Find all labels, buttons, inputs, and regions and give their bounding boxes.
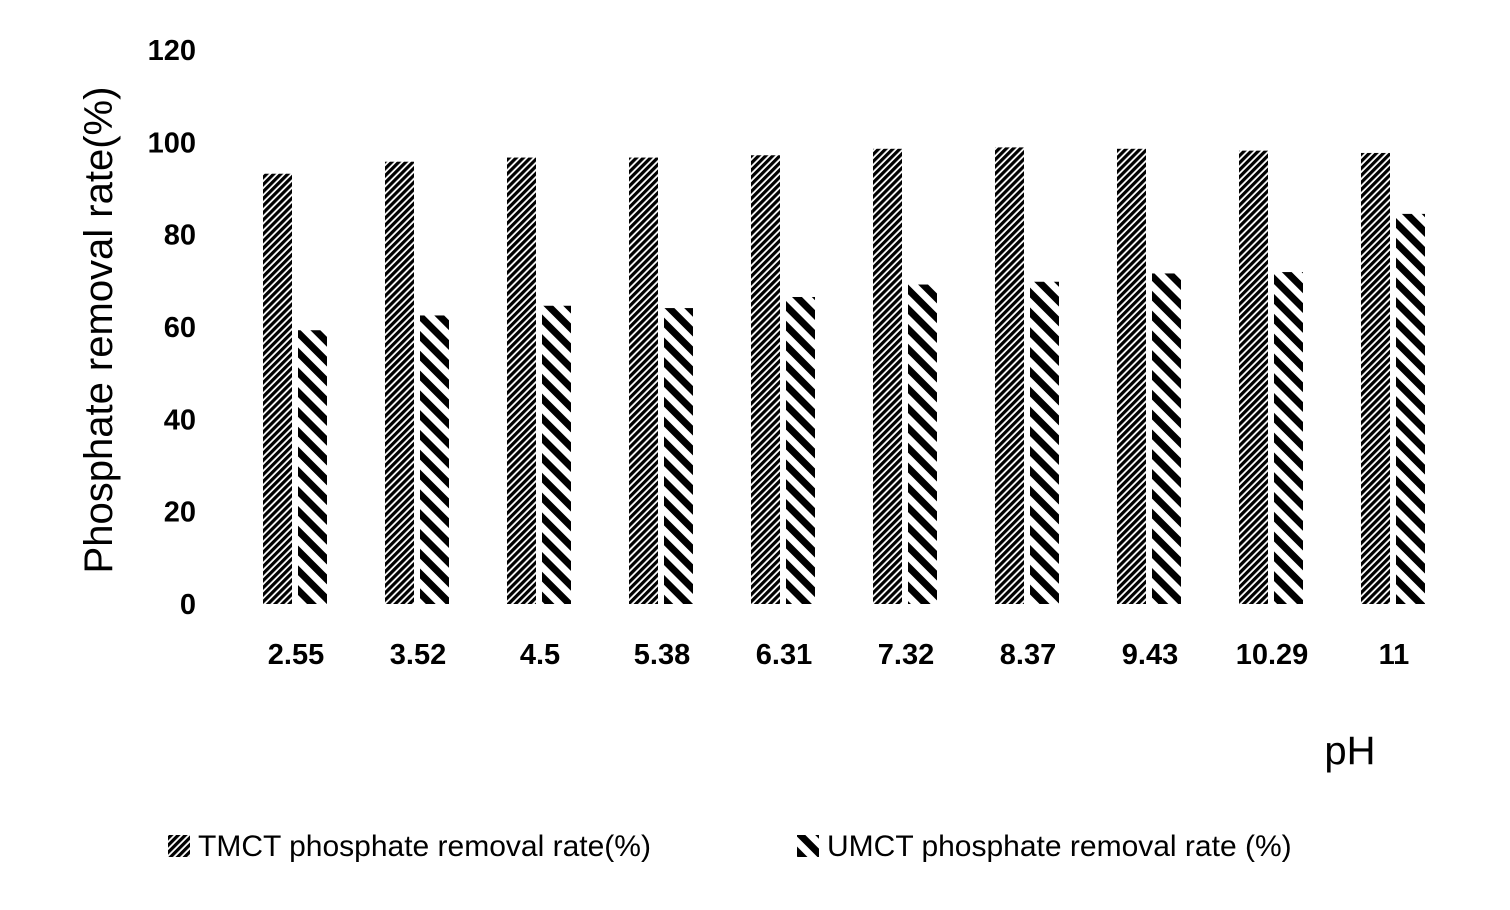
legend: TMCT phosphate removal rate(%) UMCT phos… — [168, 830, 1292, 863]
legend-label-tmct: TMCT phosphate removal rate(%) — [198, 830, 651, 863]
legend-label-umct: UMCT phosphate removal rate (%) — [827, 830, 1292, 863]
bar-umct — [420, 315, 449, 604]
y-tick-label: 0 — [180, 589, 196, 621]
x-tick-label: 9.43 — [1122, 639, 1178, 671]
bar-umct — [542, 305, 571, 604]
bar-tmct — [629, 157, 658, 604]
bar-umct — [786, 296, 815, 604]
x-tick-label: 7.32 — [878, 639, 934, 671]
x-tick-label: 5.38 — [634, 639, 690, 671]
bar-tmct — [873, 148, 902, 604]
x-tick-label: 11 — [1379, 639, 1410, 671]
bar-umct — [1274, 272, 1303, 604]
bar-tmct — [1239, 150, 1268, 605]
bar-tmct — [507, 157, 536, 604]
x-tick-label: 8.37 — [1000, 639, 1056, 671]
bar-tmct — [1117, 148, 1146, 604]
y-tick-label: 40 — [164, 404, 196, 436]
x-tick-label: 6.31 — [756, 639, 812, 671]
bar-umct — [1152, 273, 1181, 604]
bar-umct — [908, 284, 937, 604]
x-axis-label: pH — [1324, 729, 1375, 773]
x-tick-label: 4.5 — [520, 639, 560, 671]
bars — [263, 147, 1425, 605]
bar-umct — [1396, 213, 1425, 604]
x-tick-label: 10.29 — [1236, 639, 1309, 671]
x-axis-ticks: 2.55 3.52 4.5 5.38 6.31 7.32 8.37 9.43 10.29 11 — [268, 639, 1410, 671]
y-axis-ticks: 0 20 40 60 80 100 120 — [148, 35, 196, 621]
x-tick-label: 2.55 — [268, 639, 324, 671]
y-tick-label: 80 — [164, 220, 196, 252]
x-tick-label: 3.52 — [390, 639, 446, 671]
legend-swatch-umct — [797, 835, 819, 857]
y-tick-label: 60 — [164, 312, 196, 344]
bar-tmct — [385, 161, 414, 604]
bar-umct — [1030, 281, 1059, 604]
y-tick-label: 100 — [148, 127, 196, 159]
legend-swatch-tmct — [168, 835, 190, 857]
bar-tmct — [1361, 152, 1390, 604]
y-axis-label: Phosphate removal rate(%) — [77, 87, 121, 574]
bar-tmct — [995, 147, 1024, 604]
bar-umct — [298, 330, 327, 604]
bar-tmct — [751, 155, 780, 604]
bar-tmct — [263, 173, 292, 604]
bar-umct — [664, 308, 693, 604]
y-tick-label: 120 — [148, 35, 196, 67]
y-tick-label: 20 — [164, 497, 196, 529]
